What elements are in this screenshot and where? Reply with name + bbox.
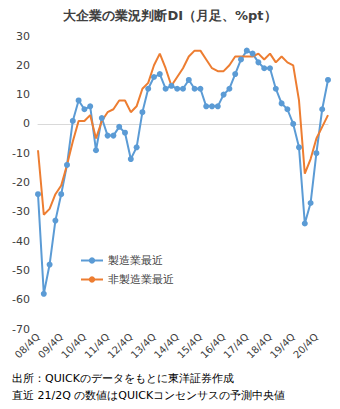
svg-text:20: 20: [16, 59, 30, 72]
svg-text:10/4Q: 10/4Q: [59, 331, 88, 360]
svg-text:0: 0: [23, 117, 30, 130]
svg-text:-20: -20: [12, 176, 30, 189]
svg-text:15/4Q: 15/4Q: [175, 331, 204, 360]
svg-text:13/4Q: 13/4Q: [129, 331, 158, 360]
svg-text:大企業の業況判断DI（月足、%pt）: 大企業の業況判断DI（月足、%pt）: [63, 8, 276, 23]
svg-text:16/4Q: 16/4Q: [198, 331, 227, 360]
svg-text:10: 10: [16, 88, 30, 101]
svg-text:12/4Q: 12/4Q: [105, 331, 134, 360]
svg-text:11/4Q: 11/4Q: [82, 331, 111, 360]
svg-text:09/4Q: 09/4Q: [36, 331, 65, 360]
svg-text:-70: -70: [12, 323, 30, 336]
svg-text:20/4Q: 20/4Q: [291, 331, 320, 360]
svg-text:直近 21/2Q の数値はQUICKコンセンサスの予測中央値: 直近 21/2Q の数値はQUICKコンセンサスの予測中央値: [12, 389, 285, 402]
svg-text:19/4Q: 19/4Q: [268, 331, 297, 360]
svg-text:-10: -10: [12, 147, 30, 160]
svg-text:08/4Q: 08/4Q: [13, 331, 42, 360]
svg-text:出所：QUICKのデータをもとに東洋証券作成: 出所：QUICKのデータをもとに東洋証券作成: [12, 372, 234, 385]
svg-text:-40: -40: [12, 235, 30, 248]
svg-text:非製造業最近: 非製造業最近: [108, 273, 174, 286]
svg-text:18/4Q: 18/4Q: [245, 331, 274, 360]
svg-text:14/4Q: 14/4Q: [152, 331, 181, 360]
svg-text:製造業最近: 製造業最近: [108, 254, 163, 267]
svg-text:-50: -50: [12, 264, 30, 277]
svg-text:30: 30: [16, 30, 30, 43]
svg-text:-60: -60: [12, 293, 30, 306]
svg-text:-30: -30: [12, 205, 30, 218]
svg-text:17/4Q: 17/4Q: [221, 331, 250, 360]
